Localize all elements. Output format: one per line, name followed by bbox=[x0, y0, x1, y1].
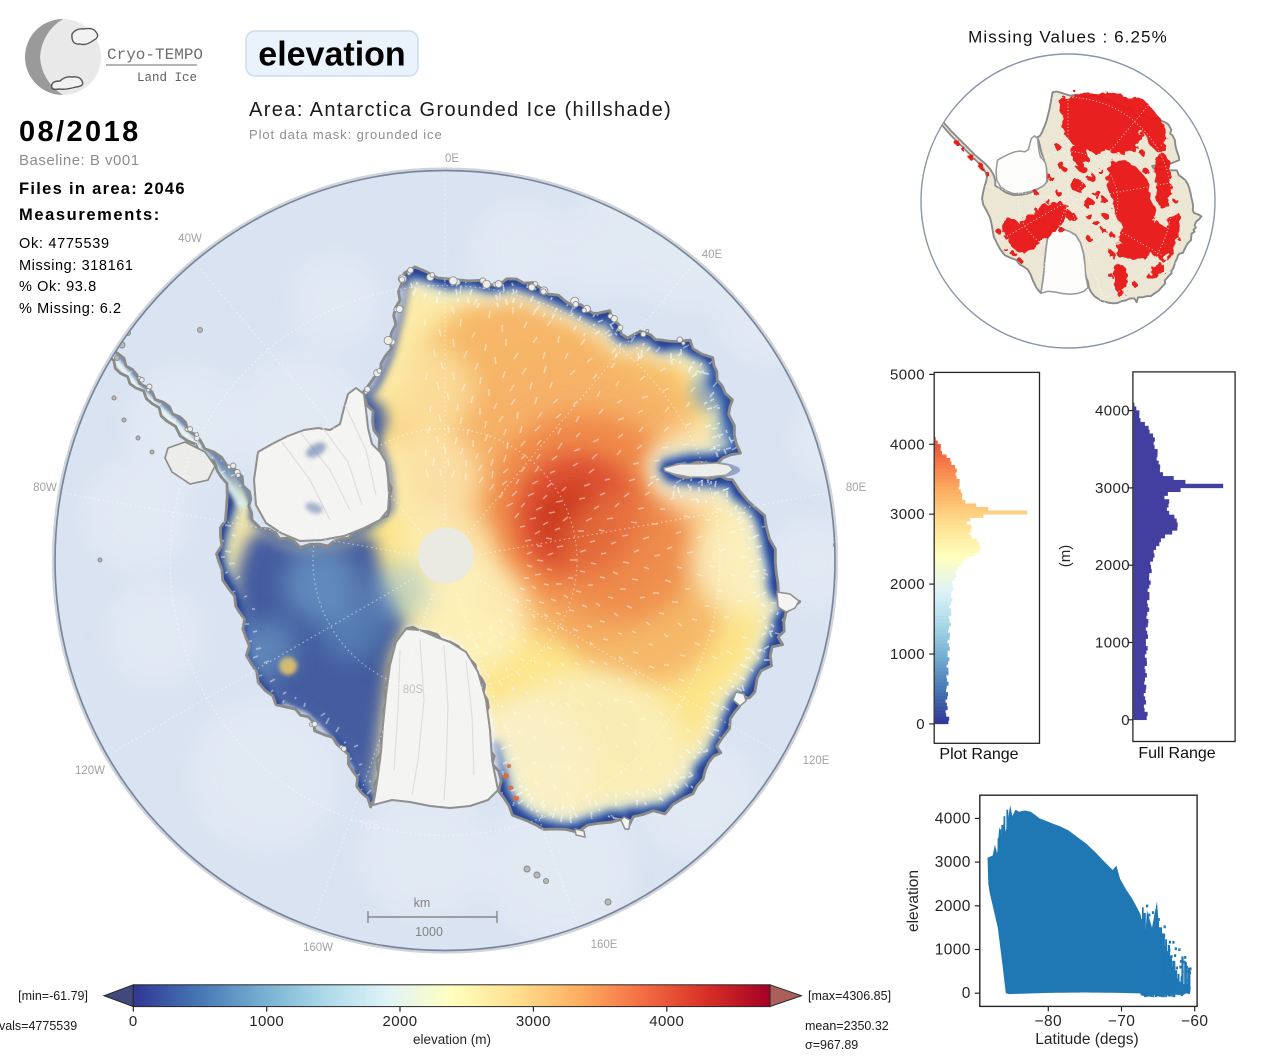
svg-text:3000: 3000 bbox=[1095, 480, 1130, 497]
svg-text:Missing Values : 6.25%: Missing Values : 6.25% bbox=[968, 28, 1168, 47]
svg-text:Latitude (degs): Latitude (degs) bbox=[1035, 1031, 1138, 1048]
svg-text:160E: 160E bbox=[591, 939, 618, 951]
svg-text:08/2018: 08/2018 bbox=[19, 116, 141, 148]
svg-text:1000: 1000 bbox=[415, 925, 443, 939]
svg-text:120E: 120E bbox=[803, 755, 830, 767]
svg-text:Plot data mask: grounded ice: Plot data mask: grounded ice bbox=[249, 127, 443, 142]
svg-text:#vals=4775539: #vals=4775539 bbox=[0, 1019, 77, 1033]
svg-text:80E: 80E bbox=[846, 482, 867, 494]
svg-text:80W: 80W bbox=[33, 482, 57, 494]
svg-text:[max=4306.85]: [max=4306.85] bbox=[808, 989, 891, 1003]
svg-text:0: 0 bbox=[1121, 712, 1130, 729]
svg-text:km: km bbox=[414, 896, 431, 910]
svg-text:Cryo-TEMPO: Cryo-TEMPO bbox=[107, 46, 203, 64]
svg-text:Land Ice: Land Ice bbox=[137, 71, 197, 85]
svg-text:2000: 2000 bbox=[1095, 557, 1130, 574]
svg-text:−80: −80 bbox=[1035, 1013, 1063, 1030]
svg-text:% Missing: 6.2: % Missing: 6.2 bbox=[19, 301, 122, 317]
svg-text:3000: 3000 bbox=[935, 854, 971, 871]
svg-text:−60: −60 bbox=[1181, 1013, 1209, 1030]
svg-text:1000: 1000 bbox=[1095, 635, 1130, 652]
svg-text:40E: 40E bbox=[702, 249, 723, 261]
svg-text:2000: 2000 bbox=[383, 1013, 418, 1030]
svg-text:Baseline: B v001: Baseline: B v001 bbox=[19, 152, 140, 169]
svg-text:Files in area: 2046: Files in area: 2046 bbox=[19, 180, 186, 198]
svg-text:elevation: elevation bbox=[905, 870, 922, 932]
svg-text:1000: 1000 bbox=[935, 942, 971, 959]
svg-text:σ=967.89: σ=967.89 bbox=[805, 1038, 858, 1052]
svg-text:0E: 0E bbox=[445, 153, 459, 165]
svg-text:% Ok: 93.8: % Ok: 93.8 bbox=[19, 279, 97, 295]
svg-text:80S: 80S bbox=[403, 684, 424, 696]
svg-text:0: 0 bbox=[962, 985, 971, 1002]
svg-text:3000: 3000 bbox=[890, 506, 925, 523]
svg-text:Ok: 4775539: Ok: 4775539 bbox=[19, 236, 110, 252]
svg-text:40W: 40W bbox=[178, 233, 202, 245]
svg-text:1000: 1000 bbox=[249, 1013, 284, 1030]
svg-text:[min=-61.79]: [min=-61.79] bbox=[18, 989, 88, 1003]
svg-text:Measurements:: Measurements: bbox=[19, 206, 161, 224]
svg-text:4000: 4000 bbox=[890, 436, 925, 453]
svg-text:−70: −70 bbox=[1108, 1013, 1136, 1030]
svg-text:160W: 160W bbox=[303, 942, 333, 954]
svg-text:2000: 2000 bbox=[890, 576, 925, 593]
svg-text:0: 0 bbox=[916, 716, 925, 733]
svg-text:Plot Range: Plot Range bbox=[939, 746, 1018, 763]
svg-text:2000: 2000 bbox=[935, 898, 971, 915]
svg-text:Full Range: Full Range bbox=[1138, 745, 1215, 762]
svg-text:Missing: 318161: Missing: 318161 bbox=[19, 258, 134, 274]
svg-text:elevation: elevation bbox=[258, 36, 405, 74]
svg-text:Area: Antarctica Grounded Ice: Area: Antarctica Grounded Ice (hillshade… bbox=[249, 99, 672, 121]
svg-text:4000: 4000 bbox=[935, 810, 971, 827]
svg-text:0: 0 bbox=[129, 1013, 138, 1030]
svg-text:4000: 4000 bbox=[649, 1013, 684, 1030]
svg-text:4000: 4000 bbox=[1095, 403, 1130, 420]
svg-text:5000: 5000 bbox=[890, 366, 925, 383]
svg-text:70S: 70S bbox=[359, 820, 380, 832]
svg-text:elevation (m): elevation (m) bbox=[413, 1032, 491, 1047]
svg-text:1000: 1000 bbox=[890, 646, 925, 663]
svg-text:mean=2350.32: mean=2350.32 bbox=[805, 1019, 889, 1033]
svg-text:(m): (m) bbox=[1057, 545, 1074, 568]
svg-text:120W: 120W bbox=[75, 765, 105, 777]
svg-text:3000: 3000 bbox=[516, 1013, 551, 1030]
